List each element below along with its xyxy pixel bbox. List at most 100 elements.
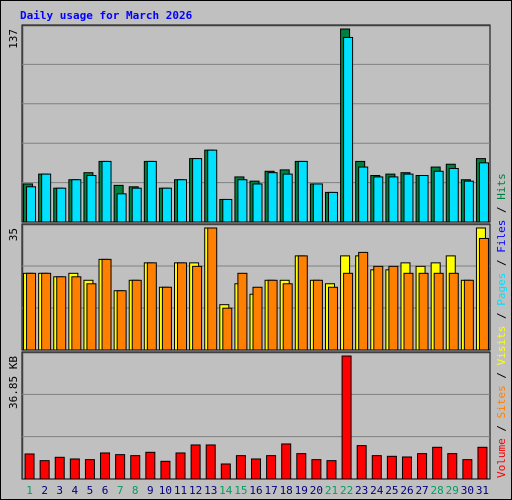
x-tick-label-day-10: 10 [159,484,172,497]
bar-volume-day-1 [24,453,35,480]
bar-visits-day-5 [86,283,97,351]
bar-files-day-18 [282,173,293,223]
bar-files-day-9 [146,160,157,223]
x-tick-label-day-18: 18 [280,484,293,497]
bar-volume-day-12 [190,444,201,480]
bar-files-day-11 [177,179,188,223]
x-tick-label-day-12: 12 [189,484,202,497]
bar-volume-day-16 [251,458,261,480]
x-tick-label-day-11: 11 [174,484,187,497]
y-axis-max-label: 137 [7,29,20,49]
x-tick-label-day-5: 5 [87,484,94,497]
x-tick-label-day-25: 25 [385,484,398,497]
bar-files-day-22 [343,36,354,223]
x-tick-label-day-4: 4 [72,484,79,497]
x-tick-label-day-31: 31 [476,484,489,497]
legend-item-sites: Sites [495,385,508,418]
bar-volume-day-20 [311,459,322,480]
bar-volume-day-8 [130,455,141,480]
legend-item-files: Files [495,220,508,253]
bar-visits-day-3 [56,276,67,351]
bar-volume-day-23 [356,445,367,480]
legend-separator: / [495,418,508,438]
x-tick-label-day-28: 28 [431,484,444,497]
legend-separator: / [495,200,508,220]
x-tick-label-day-2: 2 [41,484,48,497]
bar-volume-day-5 [84,459,95,480]
bar-files-day-10 [161,187,172,223]
chart-title: Daily usage for March 2026 [20,9,193,22]
bar-visits-day-13 [207,227,218,351]
x-tick-label-day-20: 20 [310,484,323,497]
legend-item-pages: Pages [495,273,508,306]
bar-files-day-24 [373,176,384,223]
x-tick-label-day-26: 26 [400,484,413,497]
legend-separator: / [495,365,508,385]
bar-volume-day-31 [477,446,488,480]
bar-visits-day-18 [282,283,293,351]
bar-files-day-12 [192,158,203,223]
bar-files-day-29 [448,167,459,223]
y-axis-max-label: 35 [7,228,20,241]
bar-files-day-25 [388,176,399,223]
bar-visits-day-29 [448,272,459,351]
x-tick-label-day-9: 9 [147,484,154,497]
bar-volume-day-25 [386,455,397,480]
bar-files-day-7 [116,193,127,223]
legend-item-volume: Volume [495,438,508,478]
x-tick-label-day-24: 24 [370,484,384,497]
bar-volume-day-7 [115,454,126,480]
bar-files-day-31 [478,162,489,223]
bar-volume-day-21 [326,460,337,480]
bar-visits-day-6 [101,258,112,351]
x-tick-label-day-1: 1 [26,484,33,497]
bar-files-day-30 [463,180,474,223]
x-tick-label-day-27: 27 [415,484,428,497]
bar-volume-day-19 [296,453,307,480]
bar-files-day-27 [418,175,429,223]
bar-visits-day-2 [41,272,52,351]
bar-visits-day-14 [222,307,233,351]
bar-visits-day-30 [463,279,474,351]
bar-volume-day-9 [145,451,156,480]
bar-visits-day-7 [116,290,127,351]
bar-files-day-28 [433,170,444,223]
bar-files-day-23 [358,166,369,223]
x-tick-label-day-3: 3 [56,484,63,497]
bar-files-day-16 [252,183,263,223]
x-tick-label-day-23: 23 [355,484,368,497]
x-tick-label-day-17: 17 [264,484,277,497]
bar-volume-day-10 [160,460,171,480]
x-tick-label-day-16: 16 [249,484,262,497]
x-tick-label-day-14: 14 [219,484,233,497]
bar-visits-day-20 [312,279,323,351]
bar-visits-day-22 [343,272,354,351]
x-tick-label-day-19: 19 [295,484,308,497]
bar-visits-day-16 [252,286,263,351]
bar-volume-day-24 [371,455,382,480]
bar-volume-day-26 [401,456,412,480]
x-tick-label-day-29: 29 [446,484,459,497]
bar-volume-day-2 [39,460,50,480]
x-tick-label-day-22: 22 [340,484,353,497]
bar-files-day-1 [26,186,37,223]
panel-sites-volume [21,351,491,480]
bar-volume-day-27 [417,453,428,480]
bar-volume-day-22 [341,355,352,480]
bar-volume-day-13 [205,444,216,480]
bar-visits-day-25 [388,265,399,351]
legend-separator: / [495,253,508,273]
bar-files-day-13 [207,149,218,223]
bar-files-day-4 [71,179,82,223]
bar-files-day-8 [131,187,142,223]
bar-volume-day-4 [69,458,80,480]
bar-visits-day-27 [418,272,429,351]
bar-visits-day-11 [177,262,188,351]
bar-volume-day-6 [100,452,111,480]
bar-volume-day-3 [54,456,65,480]
legend-item-visits: Visits [495,326,508,366]
bar-volume-day-29 [447,453,458,480]
bar-visits-day-17 [267,279,278,351]
